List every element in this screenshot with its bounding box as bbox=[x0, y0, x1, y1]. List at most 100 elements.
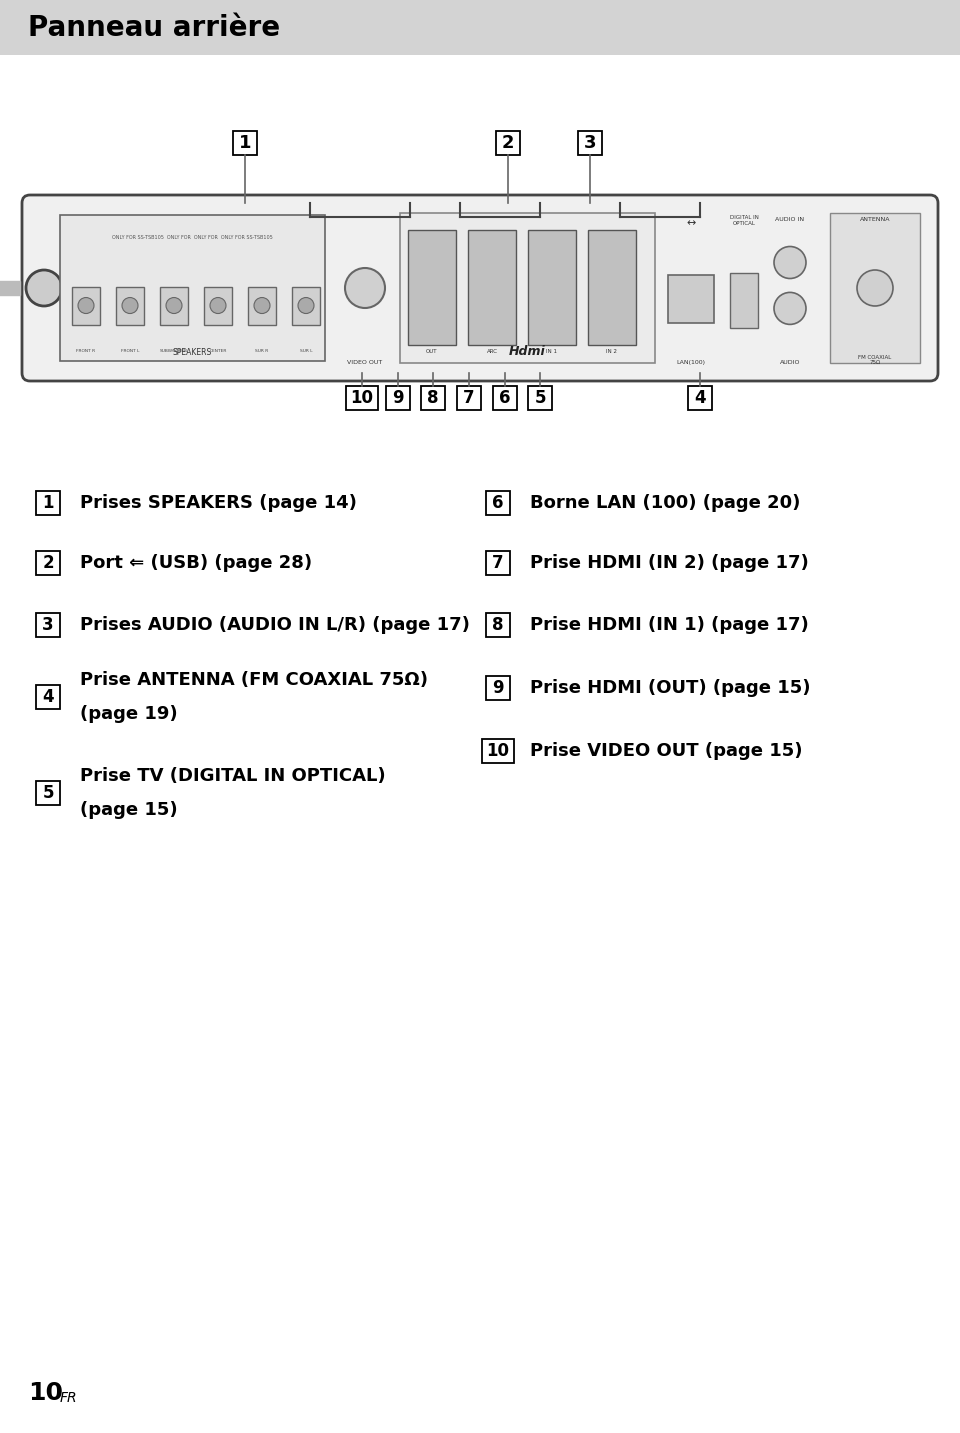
Circle shape bbox=[774, 292, 806, 324]
Text: Prises AUDIO (AUDIO IN L/R) (page 17): Prises AUDIO (AUDIO IN L/R) (page 17) bbox=[80, 616, 469, 633]
Text: Port ⇐ (USB) (page 28): Port ⇐ (USB) (page 28) bbox=[80, 555, 312, 572]
Bar bbox=[310, 203, 410, 216]
Bar bbox=[204, 287, 232, 324]
Text: 7: 7 bbox=[463, 388, 475, 407]
Text: 4: 4 bbox=[694, 388, 706, 407]
Text: FRONT R: FRONT R bbox=[77, 350, 96, 353]
FancyArrow shape bbox=[0, 281, 20, 295]
Text: ARC: ARC bbox=[487, 348, 497, 354]
Text: IN 2: IN 2 bbox=[607, 348, 617, 354]
Text: ONLY FOR SS-TSB105  ONLY FOR  ONLY FOR  ONLY FOR SS-TSB105: ONLY FOR SS-TSB105 ONLY FOR ONLY FOR ONL… bbox=[112, 235, 273, 239]
Text: 8: 8 bbox=[492, 616, 504, 633]
Circle shape bbox=[122, 298, 138, 314]
Circle shape bbox=[210, 298, 226, 314]
Bar bbox=[408, 231, 456, 345]
Text: Prise ANTENNA (FM COAXIAL 75Ω): Prise ANTENNA (FM COAXIAL 75Ω) bbox=[80, 671, 428, 689]
Text: Prise VIDEO OUT (page 15): Prise VIDEO OUT (page 15) bbox=[530, 742, 803, 759]
FancyBboxPatch shape bbox=[346, 385, 378, 410]
Bar bbox=[460, 203, 540, 216]
FancyBboxPatch shape bbox=[688, 385, 712, 410]
Text: FRONT L: FRONT L bbox=[121, 350, 139, 353]
Text: (page 19): (page 19) bbox=[80, 705, 178, 724]
Bar bbox=[60, 215, 325, 361]
Circle shape bbox=[254, 298, 270, 314]
Circle shape bbox=[298, 298, 314, 314]
Text: 10: 10 bbox=[28, 1381, 63, 1404]
Text: 6: 6 bbox=[499, 388, 511, 407]
FancyBboxPatch shape bbox=[482, 739, 514, 762]
Bar bbox=[730, 274, 758, 328]
Text: 3: 3 bbox=[584, 135, 596, 152]
Circle shape bbox=[78, 298, 94, 314]
Bar bbox=[0, 0, 960, 54]
FancyBboxPatch shape bbox=[486, 613, 510, 638]
Text: 2: 2 bbox=[42, 555, 54, 572]
Bar bbox=[292, 287, 320, 324]
Text: 4: 4 bbox=[42, 688, 54, 706]
FancyBboxPatch shape bbox=[233, 130, 257, 155]
Text: 3: 3 bbox=[42, 616, 54, 633]
Text: FM COAXIAL
75Ω: FM COAXIAL 75Ω bbox=[858, 354, 892, 365]
Text: 5: 5 bbox=[535, 388, 545, 407]
FancyBboxPatch shape bbox=[528, 385, 552, 410]
Text: 2: 2 bbox=[502, 135, 515, 152]
FancyBboxPatch shape bbox=[486, 676, 510, 699]
Text: (page 15): (page 15) bbox=[80, 801, 178, 820]
FancyBboxPatch shape bbox=[496, 130, 520, 155]
FancyBboxPatch shape bbox=[386, 385, 410, 410]
Text: Hdmi: Hdmi bbox=[509, 345, 546, 358]
Circle shape bbox=[774, 246, 806, 278]
Text: 8: 8 bbox=[427, 388, 439, 407]
Text: Prises SPEAKERS (page 14): Prises SPEAKERS (page 14) bbox=[80, 494, 357, 512]
Bar bbox=[468, 231, 516, 345]
FancyBboxPatch shape bbox=[36, 685, 60, 709]
Text: ↔: ↔ bbox=[686, 218, 696, 228]
Text: SUBWOOFER: SUBWOOFER bbox=[160, 350, 188, 353]
Bar bbox=[248, 287, 276, 324]
Bar bbox=[668, 275, 714, 322]
Text: Prise HDMI (OUT) (page 15): Prise HDMI (OUT) (page 15) bbox=[530, 679, 810, 696]
Text: 5: 5 bbox=[42, 784, 54, 802]
Bar bbox=[528, 231, 576, 345]
FancyBboxPatch shape bbox=[578, 130, 602, 155]
Circle shape bbox=[345, 268, 385, 308]
Bar bbox=[620, 203, 700, 216]
Text: IN 1: IN 1 bbox=[546, 348, 558, 354]
Text: CENTER: CENTER bbox=[209, 350, 227, 353]
Text: Prise HDMI (IN 1) (page 17): Prise HDMI (IN 1) (page 17) bbox=[530, 616, 808, 633]
Text: Prise TV (DIGITAL IN OPTICAL): Prise TV (DIGITAL IN OPTICAL) bbox=[80, 767, 386, 785]
FancyBboxPatch shape bbox=[486, 492, 510, 514]
FancyBboxPatch shape bbox=[22, 195, 938, 381]
Text: SPEAKERS: SPEAKERS bbox=[173, 348, 212, 357]
FancyBboxPatch shape bbox=[493, 385, 517, 410]
FancyBboxPatch shape bbox=[421, 385, 445, 410]
Circle shape bbox=[26, 269, 62, 307]
Bar bbox=[588, 231, 636, 345]
Bar bbox=[116, 287, 144, 324]
Text: 10: 10 bbox=[487, 742, 510, 759]
Text: Borne LAN (100) (page 20): Borne LAN (100) (page 20) bbox=[530, 494, 801, 512]
Text: 1: 1 bbox=[239, 135, 252, 152]
Text: 9: 9 bbox=[492, 679, 504, 696]
Text: SUR L: SUR L bbox=[300, 350, 312, 353]
Text: 6: 6 bbox=[492, 494, 504, 512]
Text: AUDIO IN: AUDIO IN bbox=[776, 216, 804, 222]
Bar bbox=[830, 214, 920, 363]
Text: Panneau arrière: Panneau arrière bbox=[28, 13, 280, 42]
Text: SUR R: SUR R bbox=[255, 350, 269, 353]
Text: FR: FR bbox=[60, 1391, 78, 1404]
FancyBboxPatch shape bbox=[457, 385, 481, 410]
Text: 7: 7 bbox=[492, 555, 504, 572]
Bar bbox=[160, 287, 188, 324]
Bar bbox=[400, 214, 655, 363]
Text: OUT: OUT bbox=[426, 348, 438, 354]
Text: 1: 1 bbox=[42, 494, 54, 512]
Text: LAN(100): LAN(100) bbox=[677, 360, 706, 365]
Text: DIGITAL IN
OPTICAL: DIGITAL IN OPTICAL bbox=[730, 215, 758, 226]
FancyBboxPatch shape bbox=[486, 552, 510, 575]
Text: 10: 10 bbox=[350, 388, 373, 407]
Circle shape bbox=[166, 298, 182, 314]
Circle shape bbox=[857, 269, 893, 307]
FancyBboxPatch shape bbox=[36, 613, 60, 638]
Text: AUDIO: AUDIO bbox=[780, 360, 801, 365]
